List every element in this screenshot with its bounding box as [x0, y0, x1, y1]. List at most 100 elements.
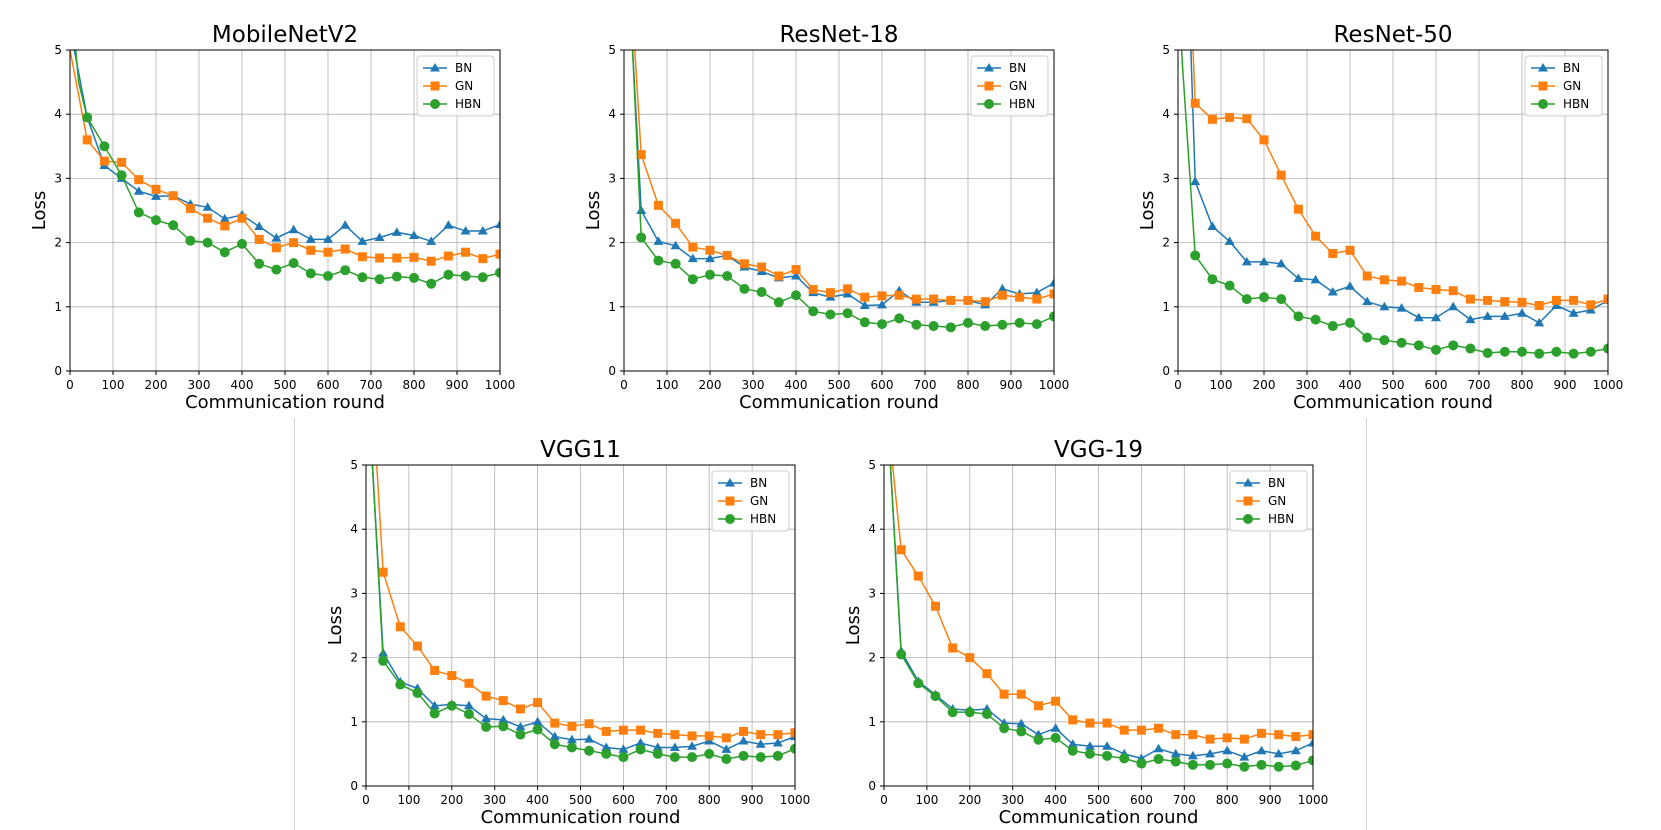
data-point-gn [1015, 292, 1025, 302]
y-tick-label: 0 [350, 779, 358, 793]
data-point-hbn [305, 268, 316, 279]
y-tick-label: 4 [608, 107, 616, 121]
x-tick-label: 300 [188, 378, 211, 392]
x-tick-label: 500 [1087, 793, 1110, 807]
data-point-hbn [1308, 755, 1313, 766]
data-point-hbn [738, 750, 749, 761]
x-axis-label: Communication round [999, 807, 1199, 828]
data-point-hbn [1187, 759, 1198, 770]
data-point-hbn [168, 220, 179, 231]
data-point-bn [636, 205, 647, 214]
data-point-gn [1257, 728, 1267, 738]
plot-area [70, 50, 500, 289]
data-point-hbn [1517, 346, 1527, 357]
data-point-gn [1500, 297, 1510, 307]
y-tick-label: 5 [54, 43, 62, 57]
data-point-bn [1448, 301, 1459, 311]
x-tick-label: 100 [397, 793, 420, 807]
data-point-gn [1517, 297, 1527, 307]
data-point-gn [877, 291, 887, 301]
legend-label-bn: BN [1268, 476, 1285, 490]
y-tick-label: 3 [350, 586, 358, 600]
chart-panel-1: 0 100 200 300 400 500 600 700 800 900 1000 0 1 2 3 4 5 Mo… [29, 22, 515, 413]
data-point-bn [601, 742, 612, 751]
data-point-hbn [446, 700, 457, 711]
x-tick-label: 600 [612, 793, 635, 807]
data-point-bn [1153, 743, 1164, 753]
axes-frame [365, 464, 796, 787]
data-point-gn [1534, 301, 1544, 311]
chart-title: ResNet-18 [779, 22, 898, 48]
data-point-gn [203, 213, 213, 223]
data-point-hbn [498, 721, 509, 732]
data-point-bn [859, 300, 870, 310]
data-point-gn [1293, 204, 1303, 214]
data-point-bn [1031, 287, 1042, 297]
data-point-gn [1586, 300, 1596, 310]
y-tick-label: 1 [1162, 300, 1170, 314]
data-point-hbn [1603, 343, 1608, 354]
axes-frame [623, 49, 1055, 372]
data-point-gn [913, 571, 923, 581]
data-point-hbn [636, 232, 647, 243]
y-tick-label: 3 [868, 586, 876, 600]
data-point-hbn [429, 708, 440, 719]
data-point-gn [1225, 112, 1235, 122]
legend-label-gn: GN [1268, 494, 1286, 508]
legend-label-hbn: HBN [1009, 97, 1035, 111]
data-point-hbn [254, 258, 265, 269]
data-point-hbn [443, 269, 454, 280]
data-point-bn [151, 191, 161, 200]
data-point-hbn [721, 754, 732, 765]
data-point-gn [687, 731, 697, 741]
data-point-hbn [635, 744, 646, 755]
data-point-gn [894, 290, 904, 300]
legend: BN GN HBN [711, 470, 790, 532]
data-point-gn [860, 292, 870, 302]
data-point-hbn [133, 207, 144, 218]
data-point-gn [980, 297, 990, 307]
data-point-hbn [481, 721, 492, 732]
legend-label-hbn: HBN [455, 97, 481, 111]
legend-marker-hbn [1538, 99, 1548, 109]
data-point-hbn [997, 319, 1008, 330]
data-point-gn [1603, 294, 1608, 304]
legend-marker-gn [984, 81, 994, 91]
x-tick-label: 100 [1210, 378, 1233, 392]
x-tick-label: 500 [828, 378, 851, 392]
data-point-bn [463, 700, 474, 710]
data-point-hbn [1310, 314, 1321, 325]
data-point-hbn [288, 258, 299, 269]
y-tick-label: 0 [1162, 364, 1170, 378]
data-point-bn [566, 734, 577, 744]
data-point-bn [772, 737, 783, 747]
data-point-gn [323, 247, 333, 257]
data-point-gn [117, 157, 127, 167]
data-point-hbn [1465, 343, 1476, 354]
data-point-bn [357, 236, 368, 245]
data-point-bn [374, 232, 385, 241]
y-tick-label: 4 [54, 107, 62, 121]
data-point-hbn [323, 270, 333, 281]
data-point-gn [1362, 271, 1372, 281]
data-point-hbn [82, 112, 93, 123]
data-point-gn [1051, 696, 1061, 706]
chart-title: VGG-19 [1054, 437, 1143, 463]
legend-marker-bn [725, 478, 735, 487]
data-point-hbn [825, 309, 836, 320]
legend-label-hbn: HBN [1268, 512, 1294, 526]
panel-divider-left [294, 418, 295, 830]
data-point-bn [1362, 296, 1373, 306]
data-point-hbn [1153, 754, 1164, 765]
plot-area [1180, 50, 1608, 359]
data-point-gn [340, 244, 350, 254]
legend-label-hbn: HBN [1563, 97, 1589, 111]
data-point-gn [1068, 715, 1078, 725]
data-point-hbn [1585, 346, 1596, 357]
data-point-hbn [1568, 348, 1579, 359]
legend-label-gn: GN [1563, 79, 1581, 93]
x-tick-label: 100 [915, 793, 938, 807]
data-point-bn [738, 736, 749, 745]
data-point-bn [340, 220, 351, 229]
data-point-bn [219, 213, 230, 223]
